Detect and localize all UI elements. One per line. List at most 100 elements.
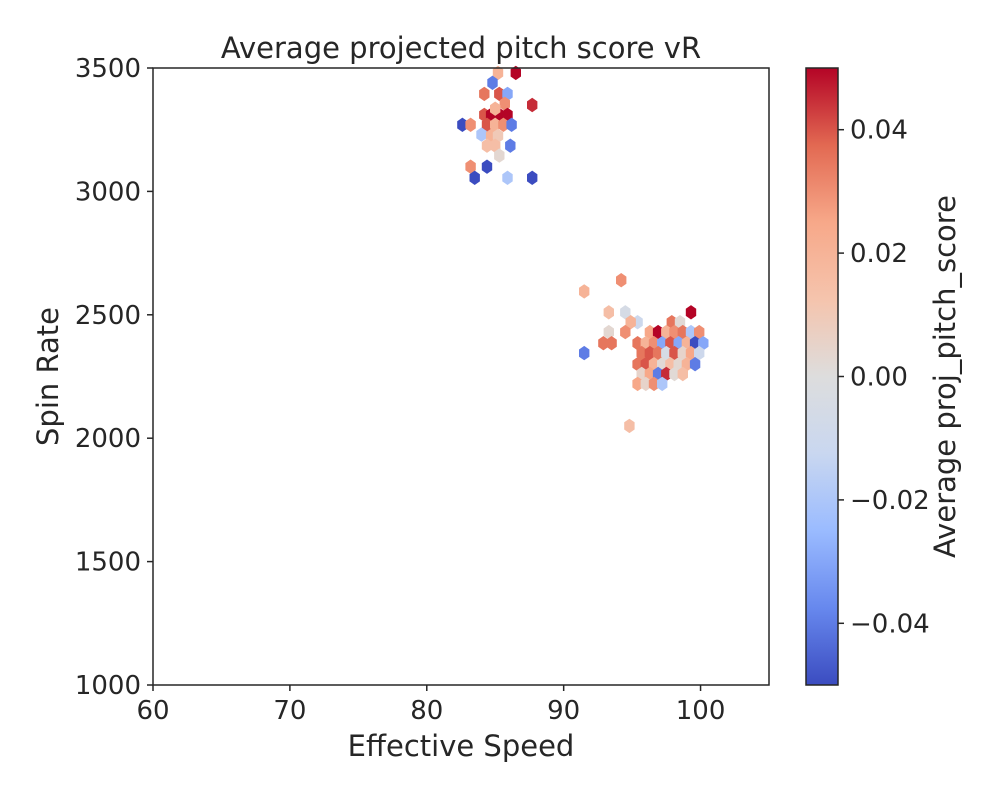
y-axis-label: Spin Rate [31,307,65,446]
hexbin-cell [624,418,635,434]
hexbin-cell [457,117,468,132]
hexbin-cell [481,138,493,153]
hexbin-cell [481,159,493,174]
hexbin-cell [465,159,476,174]
hexbin-cell [469,170,480,185]
x-tick-label: 90 [547,696,580,726]
plot-area-frame [152,67,770,686]
hexbin-cell [636,345,647,361]
hexbin-cell [490,138,501,153]
hexbin-cell [648,376,660,392]
hexbin-cell [492,65,504,81]
hexbin-cell [502,170,513,185]
hexbin-cell [661,345,672,361]
hexbin-cell [685,324,697,340]
hexbin-cell [603,324,614,340]
colorbar-ticks: −0.04 −0.02 0.00 0.02 0.04 [838,116,930,639]
hexbin-cell [632,336,643,351]
x-tick-label: 70 [273,696,306,726]
hexbin-cell [677,345,688,361]
hexbin-cell [685,305,697,320]
hexbin-cell [490,117,501,132]
chart-title: Average projected pitch score vR [221,31,701,65]
hexbin-cell [640,336,651,351]
y-tick-label: 3500 [75,54,141,84]
hexbin-cell [506,117,517,132]
x-tick-label: 60 [136,696,169,726]
colorbar-label: Average proj_pitch_score [928,195,962,558]
hexbin-cell [598,336,609,351]
hexbin-cell [698,336,709,351]
hexbin-cell [677,324,688,340]
hexbin-cell [640,357,651,372]
hexbin-cell [632,357,643,372]
hexbin-cell [644,324,656,340]
hexbin-cell [677,366,688,382]
hexbin-cell [648,357,660,372]
hexbin-cell [527,97,538,113]
hexbin-cell [661,324,672,340]
hexbin-cell [652,345,664,361]
x-tick-label: 100 [676,696,726,726]
y-tick-label: 1500 [75,548,141,578]
hexbin-cell [579,284,590,299]
hexbin-cell [481,117,493,132]
hexbin-cell [673,336,684,351]
y-axis-ticks: 1000 1500 2000 2500 3000 3500 [75,54,153,701]
hexbin-cell [657,376,668,392]
x-tick-label: 80 [410,696,443,726]
hexbin-cell [665,336,676,351]
hexbin-cell [625,315,636,330]
y-tick-label: 2000 [75,424,141,454]
hexbin-cell [657,357,668,372]
hexbin-cell [669,324,680,340]
hexbin-cell [685,345,697,361]
hexbin-cell [632,376,643,392]
hexbin-cell [616,273,627,288]
hexbin-cell [620,305,631,320]
hexbin-cells [457,65,709,434]
x-axis-label: Effective Speed [348,729,575,763]
colorbar-tick-label: 0.02 [850,239,908,269]
hexbin-cell [510,65,521,81]
y-tick-label: 3000 [75,177,141,207]
hexbin-cell [652,324,664,340]
colorbar-tick-label: 0.04 [850,116,908,146]
hexbin-cell [681,357,693,372]
hexbin-cell [487,75,498,90]
colorbar-tick-label: −0.02 [850,486,930,516]
hexbin-cell [505,138,516,153]
hexbin-cell [673,357,684,372]
colorbar-gradient [805,67,839,686]
hexbin-cell [498,117,509,132]
hexbin-cell [681,336,693,351]
hexbin-cell [465,117,476,132]
hexbin-cell [665,357,676,372]
y-tick-label: 2500 [75,301,141,331]
hexbin-cell [636,366,647,382]
hexbin-cell [694,345,705,361]
hexbin-cell [661,366,672,382]
hexbin-cell [640,376,651,392]
hexbin-cell [689,336,701,351]
hexbin-cell [669,366,680,382]
hexbin-cell [694,324,705,340]
hexbin-cell [494,86,505,102]
hexbin-cell [490,101,501,116]
x-axis-ticks: 60 70 80 90 100 [136,685,725,726]
colorbar: −0.04 −0.02 0.00 0.02 0.04 Average proj_pitc… [805,67,962,686]
hexbin-cell [652,366,664,382]
hexbin-cell [648,336,660,351]
hexbin-cell [606,336,617,351]
hexbin-cell [527,170,538,185]
hexbin-cell [502,107,513,123]
hexbin-cell [657,336,668,351]
colorbar-tick-label: −0.04 [850,609,930,639]
hexbin-cell [620,324,631,340]
hexbin-cell [476,127,487,142]
hexbin-cell [579,345,590,361]
hexbin-cell [644,366,656,382]
colorbar-tick-label: 0.00 [850,363,908,393]
